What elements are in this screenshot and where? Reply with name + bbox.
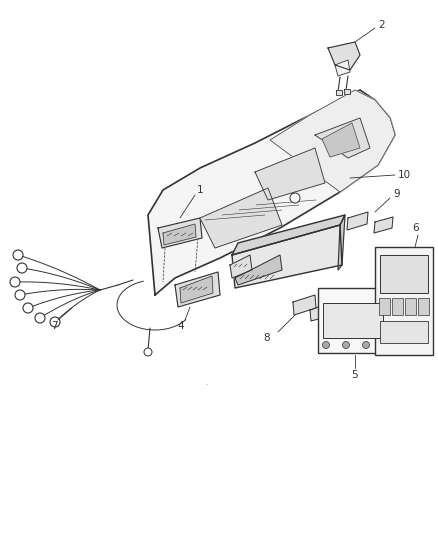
Polygon shape: [344, 89, 350, 94]
Circle shape: [23, 303, 33, 313]
Polygon shape: [310, 302, 333, 321]
Bar: [380, 255, 428, 293]
Bar: [375, 247, 433, 355]
Polygon shape: [322, 123, 360, 157]
Text: .: .: [205, 378, 208, 387]
Polygon shape: [293, 295, 316, 315]
Text: 5: 5: [352, 370, 358, 380]
Polygon shape: [255, 148, 325, 200]
Polygon shape: [328, 42, 360, 70]
Text: 6: 6: [413, 223, 419, 233]
Circle shape: [363, 342, 370, 349]
Bar: [379, 298, 390, 315]
Polygon shape: [158, 218, 202, 248]
Polygon shape: [338, 215, 345, 270]
Polygon shape: [230, 255, 252, 278]
Text: 7: 7: [51, 321, 57, 331]
Polygon shape: [335, 60, 350, 76]
Circle shape: [15, 290, 25, 300]
Bar: [318, 288, 388, 353]
Bar: [323, 303, 383, 338]
Bar: [392, 298, 403, 315]
Bar: [405, 298, 416, 315]
Text: 8: 8: [264, 333, 270, 343]
Bar: [380, 321, 428, 343]
Circle shape: [343, 342, 350, 349]
Text: 4: 4: [178, 321, 184, 331]
Polygon shape: [175, 272, 220, 307]
Polygon shape: [347, 212, 368, 230]
Polygon shape: [232, 225, 342, 288]
Polygon shape: [235, 255, 282, 285]
Polygon shape: [374, 217, 393, 233]
Circle shape: [10, 277, 20, 287]
Text: 2: 2: [378, 20, 385, 30]
Polygon shape: [232, 215, 345, 255]
Polygon shape: [163, 224, 196, 245]
Circle shape: [322, 342, 329, 349]
Polygon shape: [148, 90, 395, 295]
Text: 1: 1: [197, 185, 204, 195]
Polygon shape: [200, 188, 282, 248]
Circle shape: [13, 250, 23, 260]
Polygon shape: [270, 90, 395, 192]
Circle shape: [50, 317, 60, 327]
Circle shape: [290, 193, 300, 203]
Circle shape: [17, 263, 27, 273]
Circle shape: [35, 313, 45, 323]
Polygon shape: [180, 276, 213, 303]
Text: 10: 10: [398, 170, 411, 180]
Circle shape: [144, 348, 152, 356]
Polygon shape: [315, 118, 370, 158]
Polygon shape: [336, 90, 342, 95]
Text: 9: 9: [393, 189, 399, 199]
Bar: [418, 298, 429, 315]
